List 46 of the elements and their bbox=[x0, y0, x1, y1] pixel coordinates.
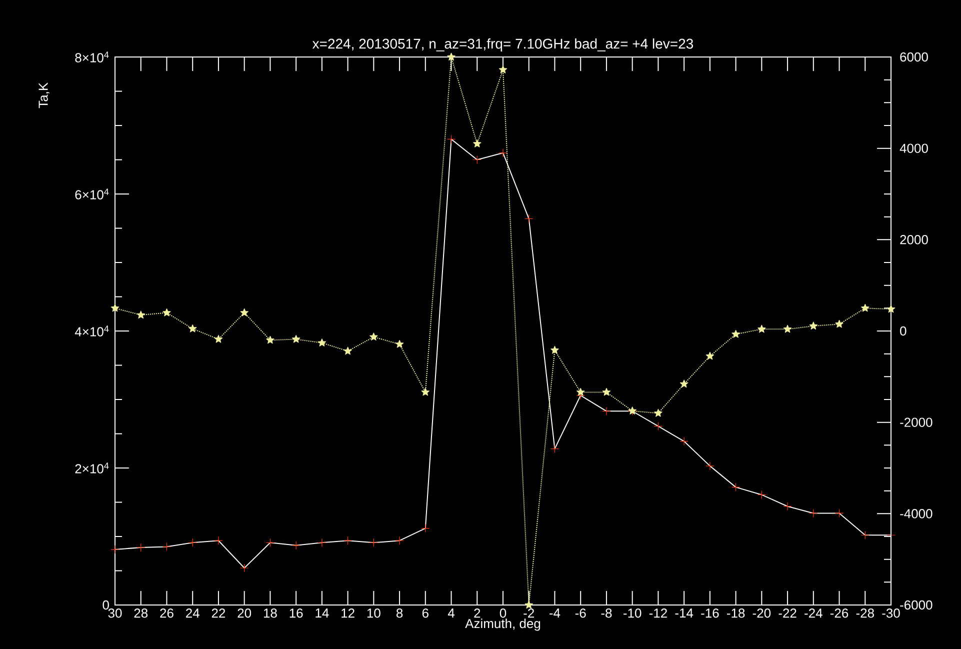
y2-tick-label: -4000 bbox=[900, 509, 932, 518]
x-tick-label: 10 bbox=[367, 608, 380, 618]
x-tick-label: -4 bbox=[550, 608, 560, 618]
y2-tick-label: 6000 bbox=[900, 52, 928, 62]
y2-tick-label: 4000 bbox=[900, 144, 928, 153]
x-tick-label: 18 bbox=[264, 608, 277, 618]
x-tick-label: -18 bbox=[726, 608, 745, 618]
x-tick-label: -12 bbox=[649, 608, 667, 618]
x-tick-label: -30 bbox=[882, 608, 900, 618]
y2-tick-label: 0 bbox=[900, 326, 906, 336]
x-tick-label: -10 bbox=[624, 608, 642, 618]
y2-tick-label: -2000 bbox=[900, 418, 932, 427]
y-tick-label: 4×10$^{4}$ bbox=[74, 326, 109, 336]
x-tick-label: 8 bbox=[396, 608, 403, 618]
x-tick-label: -14 bbox=[675, 608, 694, 618]
x-tick-label: -22 bbox=[778, 608, 796, 618]
x-tick-label: 12 bbox=[342, 608, 354, 618]
x-tick-label: 4 bbox=[448, 608, 455, 618]
y-tick-label: 0 bbox=[102, 600, 109, 610]
y-tick-label: 2×10$^{4}$ bbox=[75, 462, 109, 474]
x-tick-label: -2 bbox=[524, 608, 534, 618]
x-tick-label: 28 bbox=[134, 608, 148, 618]
x-tick-label: 26 bbox=[160, 608, 174, 618]
x-tick-label: -8 bbox=[601, 608, 612, 618]
y-tick-label: 6×10$^{4}$ bbox=[75, 188, 109, 200]
y-axis-title: Ta,K bbox=[38, 82, 50, 108]
x-tick-label: 30 bbox=[108, 608, 122, 618]
y2-tick-label: 2000 bbox=[900, 235, 928, 244]
y2-tick-label: -6000 bbox=[900, 600, 932, 610]
x-tick-label: -20 bbox=[752, 608, 771, 618]
x-tick-label: -6 bbox=[575, 608, 586, 618]
x-tick-label: -16 bbox=[701, 608, 719, 618]
x-tick-label: 16 bbox=[290, 608, 303, 618]
y-tick-label: 8×10$^{4}$ bbox=[75, 52, 109, 62]
chart-title: x=224, 20130517, n_az=31,frq= 7.10GHz bad_az= +4 lev=23 bbox=[312, 38, 694, 52]
x-axis-title: Azimuth, deg bbox=[465, 618, 540, 631]
x-tick-label: 20 bbox=[238, 608, 252, 618]
x-tick-label: -26 bbox=[830, 608, 848, 618]
x-tick-label: 14 bbox=[316, 608, 329, 618]
x-tick-label: 22 bbox=[212, 608, 226, 618]
x-tick-label: 24 bbox=[186, 608, 200, 618]
x-tick-label: 2 bbox=[474, 608, 480, 618]
x-tick-label: -28 bbox=[856, 608, 874, 618]
x-tick-label: 0 bbox=[500, 608, 506, 618]
x-tick-label: 6 bbox=[422, 608, 428, 618]
x-tick-label: -24 bbox=[804, 608, 822, 618]
